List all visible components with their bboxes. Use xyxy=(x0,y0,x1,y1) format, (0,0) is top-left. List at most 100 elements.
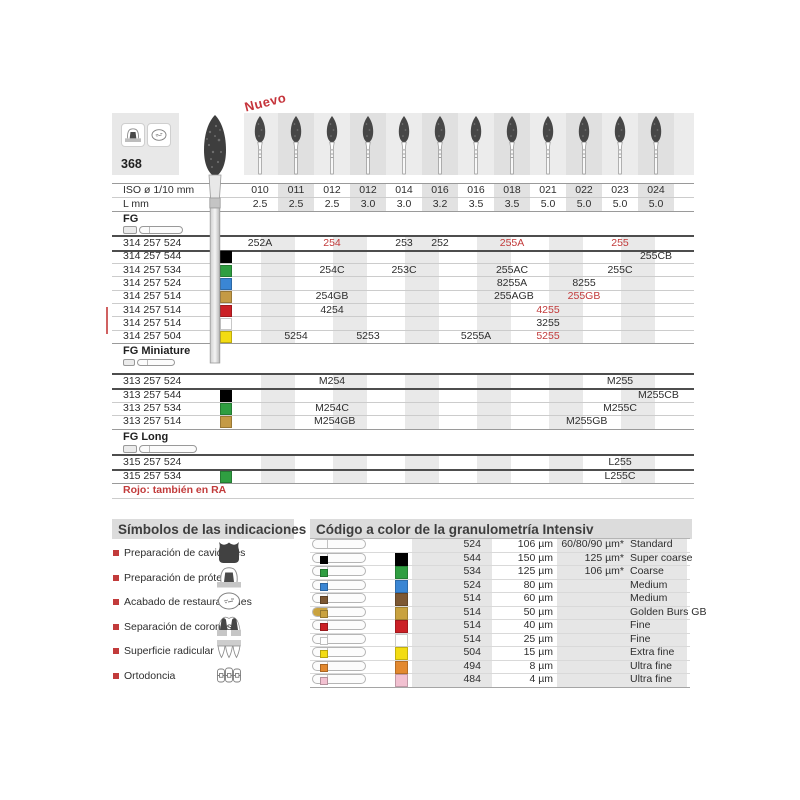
grit-color-square xyxy=(220,331,232,343)
granulometry-header-bar: Código a color de la granulometría Inten… xyxy=(310,519,692,539)
bur-grit-icon xyxy=(312,661,366,672)
new-badge: Nuevo xyxy=(243,89,288,115)
cavity-preparation-icon xyxy=(219,542,239,563)
grit-color-square xyxy=(395,593,408,606)
product-code: 314 257 514 xyxy=(123,317,182,329)
table-row: 315 257 534 L255C xyxy=(123,470,636,483)
list-item: Acabado de restauraciones xyxy=(112,589,294,615)
bur-grit-icon xyxy=(312,674,366,685)
grit-row: 514 40 µm Fine xyxy=(310,619,690,633)
bur-image xyxy=(290,115,302,175)
prosthesis-preparation-icon xyxy=(121,123,145,147)
bur-grit-icon xyxy=(312,566,366,577)
red-bullet xyxy=(113,648,119,654)
bur-image xyxy=(614,115,626,175)
red-bullet xyxy=(113,673,119,679)
orthodontics-icon xyxy=(217,667,241,683)
figure-number: 368 xyxy=(121,157,142,171)
grit-color-square xyxy=(395,647,408,660)
grit-row: 514 25 µm Fine xyxy=(310,633,690,647)
restoration-finishing-icon xyxy=(147,123,171,147)
grit-row: 484 4 µm Ultra fine xyxy=(310,673,690,687)
list-item: Ortodoncia xyxy=(112,663,294,689)
crown-separation-icon xyxy=(217,616,241,636)
grit-color-square xyxy=(395,661,408,674)
section-label-fg: FG xyxy=(123,213,139,225)
bur-image xyxy=(470,115,482,175)
grit-row: 524 106 µm 60/80/90 µm* Standard xyxy=(310,538,690,551)
bur-image xyxy=(650,115,662,175)
table-row: 314 257 534 254C 253C 255AC 255C xyxy=(123,264,633,277)
product-code: 314 257 514 xyxy=(123,290,182,302)
grit-color-square xyxy=(395,553,408,566)
grit-color-square xyxy=(220,305,232,317)
grit-color-square xyxy=(395,580,408,593)
symbols-header-bar: Símbolos de las indicaciones xyxy=(112,519,306,539)
grit-row: 544 150 µm 125 µm* Super coarse xyxy=(310,552,692,566)
bur-grit-icon xyxy=(312,607,366,618)
list-item: Preparación de cavidades xyxy=(112,540,294,566)
bur-image xyxy=(542,115,554,175)
red-bullet xyxy=(113,624,119,630)
table-row: 314 257 544 255CB xyxy=(123,250,673,263)
bur-image xyxy=(254,115,266,175)
list-item: Separación de coronas xyxy=(112,614,294,640)
grit-color-square xyxy=(220,265,232,277)
product-code: 313 257 544 xyxy=(123,389,182,401)
table-row: 313 257 534 M254C M255C xyxy=(123,402,637,415)
bur-grit-icon xyxy=(312,634,366,645)
prosthesis-preparation-icon xyxy=(217,567,241,588)
product-code: 313 257 524 xyxy=(123,375,182,387)
table-row: 313 257 514 M254GB M255GB xyxy=(123,415,608,428)
product-code: 314 257 534 xyxy=(123,264,182,276)
grit-color-square xyxy=(220,416,232,428)
length-row: L mm 2.5 2.5 2.5 3.0 3.0 3.2 3.5 3.5 5.0… xyxy=(123,198,664,210)
fg-miniature-bur-icon xyxy=(123,359,175,366)
table-row: 313 257 524 M254 M255 xyxy=(123,375,634,387)
grit-color-square xyxy=(220,251,232,263)
grit-row: 514 60 µm Medium xyxy=(310,592,690,606)
grit-color-square xyxy=(220,403,232,415)
grit-row: 524 80 µm Medium xyxy=(310,579,690,593)
bur-image xyxy=(578,115,590,175)
table-row: 314 257 524 252A 254 253 252 255A 255 xyxy=(123,237,629,249)
table-row: 314 257 504 5254 5253 5255A 5255 xyxy=(123,330,560,343)
root-surface-icon xyxy=(217,640,241,659)
bur-grit-icon xyxy=(312,620,366,631)
fg-bur-icon xyxy=(123,226,183,234)
bur-image xyxy=(398,115,410,175)
bur-grit-icon xyxy=(312,647,366,658)
grit-color-square xyxy=(220,471,232,483)
grit-color-square xyxy=(220,278,232,290)
table-row: 314 257 514 3255 xyxy=(123,317,560,330)
table-row: 314 257 524 8255A 8255 xyxy=(123,277,596,290)
restoration-finishing-icon xyxy=(218,592,240,610)
product-code: 315 257 524 xyxy=(123,456,182,468)
grit-color-square xyxy=(395,620,408,633)
grit-color-square xyxy=(395,674,408,687)
section-label-fg-miniature: FG Miniature xyxy=(123,345,191,357)
symbols-title: Símbolos de las indicaciones xyxy=(118,521,307,537)
length-row-label: L mm xyxy=(123,198,149,210)
granulometry-title: Código a color de la granulometría Inten… xyxy=(316,521,594,537)
table-row: 314 257 514 254GB 255AGB 255GB xyxy=(123,290,601,303)
bur-image xyxy=(362,115,374,175)
bur-image xyxy=(506,115,518,175)
list-item: Preparación de prótesis xyxy=(112,565,294,591)
grit-row: 494 8 µm Ultra fine xyxy=(310,660,690,674)
grit-color-square xyxy=(395,607,408,620)
red-footnote: Rojo: también en RA xyxy=(123,484,227,496)
grit-row: 504 15 µm Extra fine xyxy=(310,646,690,660)
red-bullet xyxy=(113,599,119,605)
table-row: 314 257 514 4254 4255 xyxy=(123,304,560,317)
bur-image xyxy=(326,115,338,175)
list-item: Superficie radicular xyxy=(112,638,294,664)
grit-row: 514 50 µm Golden Burs GB xyxy=(310,606,706,620)
product-code: 315 257 534 xyxy=(123,470,182,482)
fg-long-bur-icon xyxy=(123,445,197,453)
red-bullet xyxy=(113,575,119,581)
product-code: 314 257 524 xyxy=(123,237,182,249)
bur-grit-icon xyxy=(312,593,366,604)
grit-color-square xyxy=(220,390,232,402)
